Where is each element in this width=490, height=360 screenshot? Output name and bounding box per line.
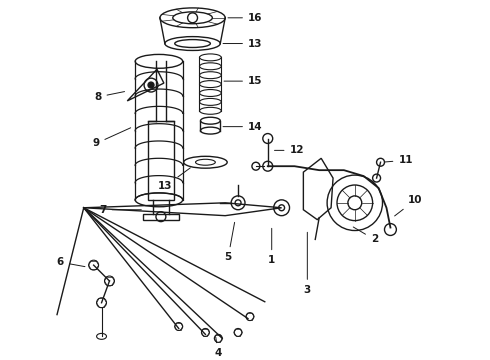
- Text: 10: 10: [394, 195, 423, 216]
- Text: 8: 8: [94, 91, 124, 102]
- Text: 3: 3: [304, 232, 311, 295]
- Text: 14: 14: [223, 122, 263, 132]
- Text: 5: 5: [224, 222, 235, 262]
- Bar: [143, 214, 179, 220]
- Text: 9: 9: [93, 128, 131, 148]
- Text: 2: 2: [353, 227, 378, 244]
- Text: 1: 1: [268, 228, 275, 265]
- Text: 7: 7: [99, 205, 141, 215]
- Text: 13: 13: [223, 39, 263, 49]
- Text: 15: 15: [224, 76, 263, 86]
- Text: 4: 4: [215, 337, 222, 358]
- Text: 16: 16: [228, 13, 263, 23]
- Circle shape: [148, 82, 154, 88]
- Bar: [148, 121, 174, 200]
- Text: 12: 12: [274, 145, 304, 156]
- Text: 11: 11: [384, 155, 413, 165]
- Text: 13: 13: [158, 168, 190, 191]
- Text: 6: 6: [57, 257, 85, 267]
